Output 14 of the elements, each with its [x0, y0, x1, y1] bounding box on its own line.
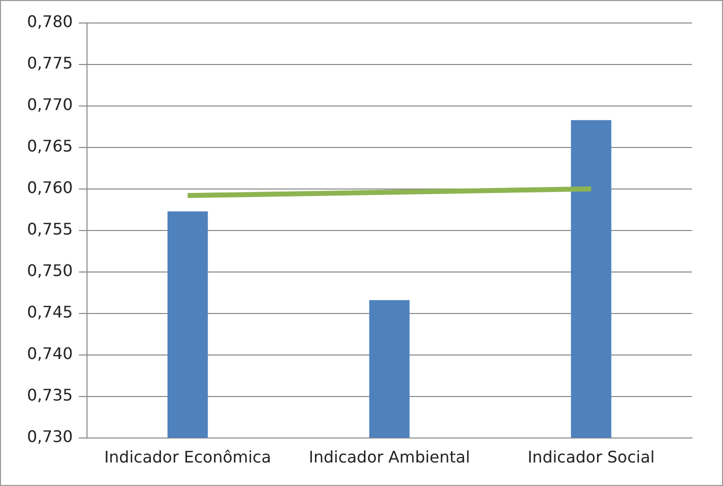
x-tick-label: Indicador Social [528, 448, 655, 467]
y-tick-label: 0,740 [26, 344, 73, 363]
y-tick-label: 0,770 [26, 95, 73, 114]
y-tick-label: 0,735 [26, 385, 73, 404]
y-tick-label: 0,745 [26, 302, 73, 322]
y-tick-label: 0,755 [26, 220, 73, 239]
y-tick-label: 0,780 [26, 12, 73, 32]
x-tick-label: Indicador Ambiental [308, 448, 470, 467]
y-tick-label: 0,730 [26, 426, 73, 446]
y-tick-label: 0,765 [26, 136, 73, 156]
x-tick-label: Indicador Econômica [104, 448, 272, 467]
y-tick-label: 0,760 [26, 178, 73, 198]
y-tick-label: 0,775 [26, 54, 73, 73]
y-tick-label: 0,750 [26, 261, 73, 280]
